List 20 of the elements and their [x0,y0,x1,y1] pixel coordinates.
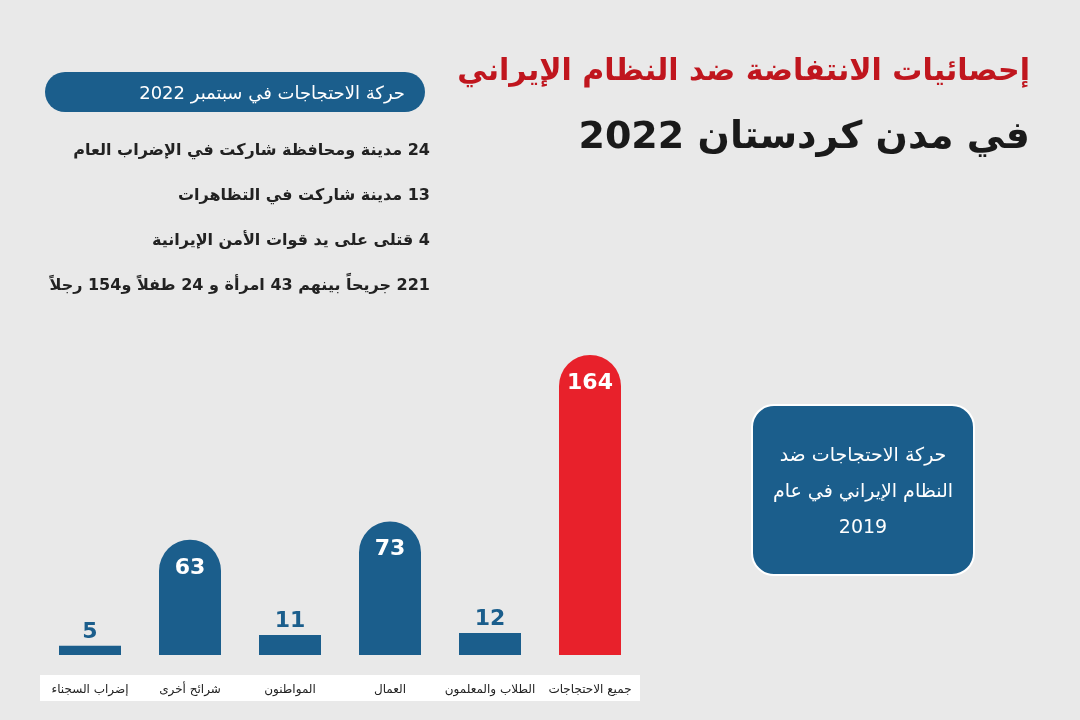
data-label: 164 [567,369,613,394]
text: 13 مدينة شاركت في التظاهرات [177,185,430,205]
text: 4 قتلى على يد قوات الأمن الإيرانية [151,230,430,249]
data-label: 11 [274,606,306,632]
text: 24 مدينة ومحافظة شاركت في الإضراب العام [73,140,430,160]
x-tick-label: المواطنون [264,682,316,697]
data-label: 73 [374,535,406,561]
x-tick-label: شرائح أخرى [159,681,221,697]
x-tick-label: إضراب السجناء [51,682,129,697]
text: حركة الاحتجاجات في سبتمبر 2022 [139,82,405,104]
x-tick-label: جميع الاحتجاجات [548,682,632,696]
text: 221 جريحاً بينهم 43 امرأة و 24 طفلاً و154 رجلاً [48,272,430,294]
data-label: 12 [474,605,506,631]
text: حركة الاحتجاجات ضد النظام الإيراني في عام 2019 [771,442,955,539]
data-label: 5 [82,617,98,643]
text: إحصائيات الانتفاضة ضد النظام الإيراني [457,52,1030,88]
x-tick-label: الطلاب والمعلمون [444,682,536,697]
data-label: 63 [174,553,206,579]
x-tick-label: العمال [373,682,407,696]
text: في مدن كردستان 2022 [578,113,1030,157]
